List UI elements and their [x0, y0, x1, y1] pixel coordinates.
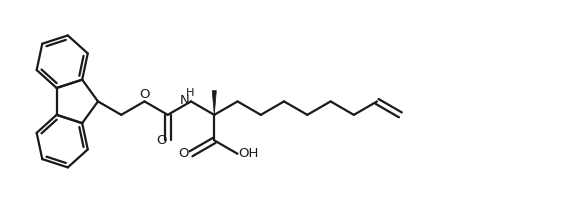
Text: O: O — [179, 147, 189, 160]
Text: OH: OH — [239, 147, 259, 160]
Polygon shape — [212, 91, 217, 115]
Text: O: O — [156, 134, 166, 147]
Text: N: N — [180, 94, 190, 107]
Text: O: O — [139, 88, 150, 101]
Text: H: H — [186, 88, 194, 98]
